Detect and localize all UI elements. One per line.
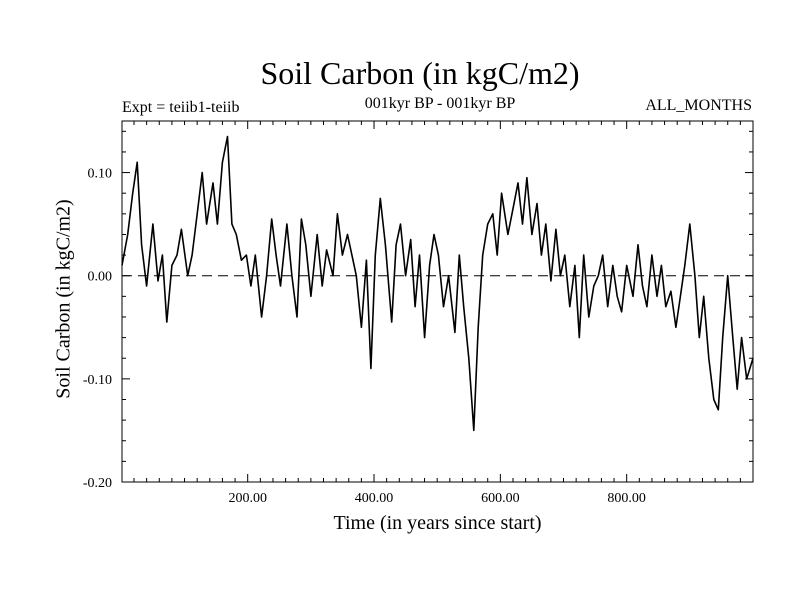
series-line: [121, 135, 754, 432]
plot-frame: [121, 120, 754, 483]
x-tick-label: 400.00: [355, 491, 394, 506]
experiment-label: Expt = teiib1-teiib: [122, 99, 240, 116]
x-tick-label: 200.00: [228, 491, 267, 506]
period-label: 001kyr BP - 001kyr BP: [364, 95, 516, 112]
x-axis-label: Time (in years since start): [333, 512, 542, 534]
months-label: ALL_MONTHS: [645, 97, 752, 114]
y-tick-label: -0.20: [83, 476, 112, 491]
y-tick-label: -0.10: [83, 373, 112, 388]
y-tick-label: 0.10: [88, 167, 113, 182]
axes-group: 200.00 400.00 600.00 800.00 0.10 0.00 -0.10 -0.…: [83, 121, 753, 506]
y-tick-label: 0.00: [88, 270, 113, 285]
x-tick-label: 800.00: [607, 491, 646, 506]
x-tick-label: 600.00: [481, 491, 520, 506]
chart-title: Soil Carbon (in kgC/m2): [260, 55, 580, 91]
